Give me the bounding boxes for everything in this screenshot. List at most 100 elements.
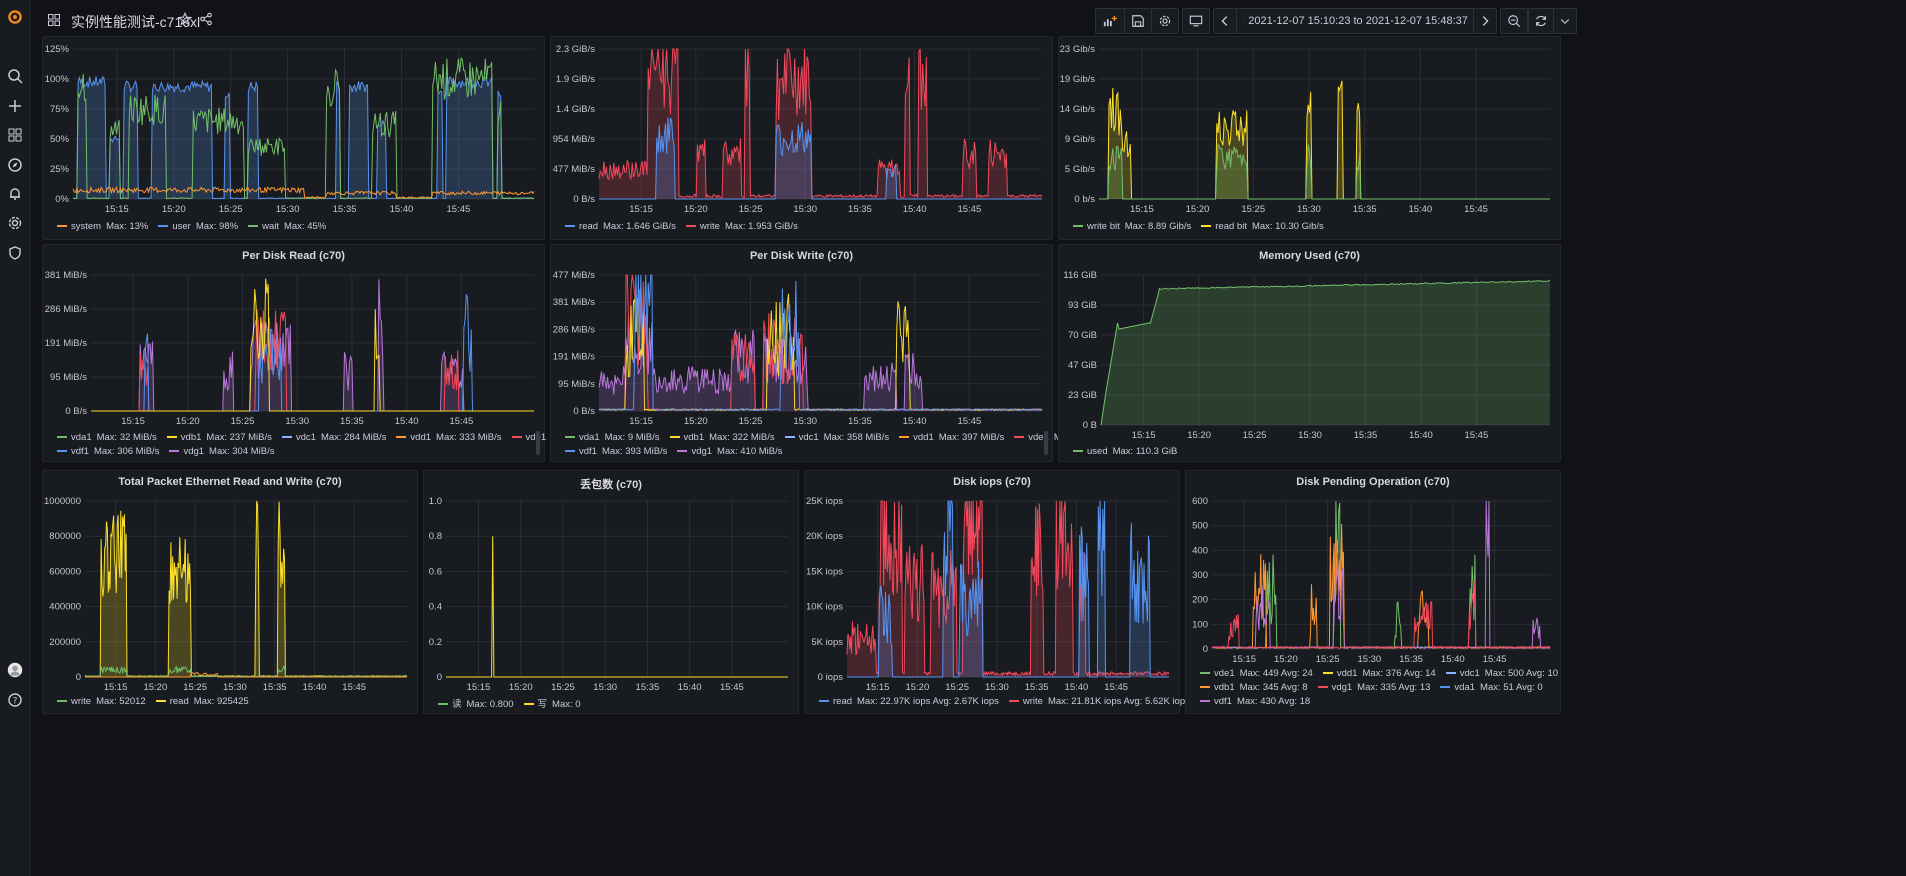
time-range-picker[interactable]: 2021-12-07 15:10:23 to 2021-12-07 15:48:… xyxy=(1236,8,1474,34)
legend-item-pending-5[interactable]: vda1 Max: 51 Avg: 0 xyxy=(1440,682,1543,693)
settings-gear-icon[interactable] xyxy=(5,213,25,233)
alerting-bell-icon[interactable] xyxy=(5,184,25,204)
legend-item-diskwrite-0[interactable]: vda1 Max: 9 MiB/s xyxy=(565,432,660,443)
refresh-button[interactable] xyxy=(1528,8,1554,34)
legend-item-diskwrite-2[interactable]: vdc1 Max: 358 MiB/s xyxy=(784,432,889,443)
x-tick-label: 15:15 xyxy=(467,682,491,693)
tv-mode-button[interactable] xyxy=(1182,8,1210,34)
save-dashboard-button[interactable] xyxy=(1124,8,1152,34)
graph-canvas[interactable]: 1.0 0.8 0.6 0.4 0.2 0 15:15 15:20 15:25 15:30 15:3… xyxy=(424,471,800,715)
plus-icon[interactable] xyxy=(5,96,25,116)
legend-item-diskwrite-3[interactable]: vdd1 Max: 397 MiB/s xyxy=(899,432,1004,443)
panel-diskread[interactable]: Per Disk Read (c70) 381 MiB/s 286 MiB/s 191… xyxy=(42,244,617,463)
panel-title[interactable]: Memory Used (c70) xyxy=(1259,250,1360,262)
legend-series-name: vdd1 xyxy=(410,432,432,443)
user-avatar-icon[interactable] xyxy=(5,660,25,680)
legend-item-diskread-1[interactable]: vdb1 Max: 237 MiB/s xyxy=(166,432,272,443)
explore-compass-icon[interactable] xyxy=(5,155,25,175)
panel-title[interactable]: Total Packet Ethernet Read and Write (c7… xyxy=(118,476,342,488)
refresh-interval-dropdown[interactable] xyxy=(1553,8,1577,34)
graph-canvas[interactable]: 381 MiB/s 286 MiB/s 191 MiB/s 95 MiB/s 0 B/s… xyxy=(43,245,546,463)
svg-text:?: ? xyxy=(13,697,18,707)
legend-item-pending-3[interactable]: vdb1 Max: 345 Avg: 8 xyxy=(1200,682,1308,693)
legend-item-diskread-5[interactable]: vdf1 Max: 306 MiB/s xyxy=(57,446,159,457)
panel-mem[interactable]: Memory Used (c70) 116 GiB 93 GiB 70 GiB 47 G… xyxy=(1058,244,1561,462)
graph-canvas[interactable]: 477 MiB/s 381 MiB/s 286 MiB/s 191 MiB/s 95 M… xyxy=(551,245,1054,463)
legend-item-diskwrite-6[interactable]: vdg1 Max: 410 MiB/s xyxy=(677,446,783,457)
x-tick-label: 15:30 xyxy=(985,682,1009,693)
refresh-chevron-down-icon xyxy=(1560,19,1570,25)
panel-bits[interactable]: 23 Gib/s 19 Gib/s 14 Gib/s 9 Gib/s 5 Gib/s 0 … xyxy=(1058,36,1561,240)
legend-scrollbar[interactable] xyxy=(1044,431,1048,455)
graph-canvas[interactable]: 1000000 800000 600000 400000 200000 0 15:15 15:… xyxy=(43,471,419,715)
add-panel-button[interactable] xyxy=(1095,8,1125,34)
legend-item-drop-0[interactable]: 读 Max: 0.800 xyxy=(438,696,514,710)
legend-series-name: vdg1 xyxy=(691,446,713,457)
graph-canvas[interactable]: 23 Gib/s 19 Gib/s 14 Gib/s 9 Gib/s 5 Gib/s 0 … xyxy=(1059,37,1562,241)
legend-scrollbar[interactable] xyxy=(536,431,540,455)
graph-canvas[interactable]: 600 500 400 300 200 100 0 15:15 15:20 15:25 15:30 1… xyxy=(1186,471,1562,715)
legend-series-stat: Max: 335 Avg: 13 xyxy=(1357,682,1431,693)
legend-item-pkt-0[interactable]: write Max: 52012 xyxy=(57,696,146,707)
panel-title[interactable]: Disk iops (c70) xyxy=(953,476,1031,488)
legend-item-diskwrite-1[interactable]: vdb1 Max: 322 MiB/s xyxy=(669,432,775,443)
panel-cpu[interactable]: 125% 100% 75% 50% 25% 0% 15:15 15:20 15:25 15:30 1… xyxy=(42,36,545,240)
legend-item-diskread-0[interactable]: vda1 Max: 32 MiB/s xyxy=(57,432,157,443)
dashboards-icon[interactable] xyxy=(5,125,25,145)
legend-item-mem-0[interactable]: used Max: 110.3 GiB xyxy=(1073,446,1177,457)
legend-item-drop-1[interactable]: 写 Max: 0 xyxy=(523,696,581,710)
legend-item-diskread-3[interactable]: vdd1 Max: 333 MiB/s xyxy=(396,432,502,443)
legend-item-pkt-1[interactable]: read Max: 925425 xyxy=(155,696,249,707)
legend-item-diskread-2[interactable]: vdc1 Max: 284 MiB/s xyxy=(281,432,386,443)
panel-title[interactable]: Per Disk Write (c70) xyxy=(749,250,854,262)
y-tick-label: 0.4 xyxy=(429,602,442,613)
graph-canvas[interactable]: 25K iops 20K iops 15K iops 10K iops 5K iops 0… xyxy=(805,471,1181,715)
panel-drop[interactable]: 丢包数 (c70) 1.0 0.8 0.6 0.4 0.2 0 15:15 15:20 15:25… xyxy=(423,470,799,714)
panel-title[interactable]: 丢包数 (c70) xyxy=(580,479,642,491)
panel-iops[interactable]: Disk iops (c70) 25K iops 20K iops 15K iops 1… xyxy=(804,470,1190,715)
shield-icon[interactable] xyxy=(5,243,25,263)
legend-item-bits-0[interactable]: write bit Max: 8.89 Gib/s xyxy=(1073,221,1191,232)
zoom-out-button[interactable] xyxy=(1500,8,1528,34)
panel-title[interactable]: Disk Pending Operation (c70) xyxy=(1296,476,1450,488)
series-3-line xyxy=(598,274,1043,411)
legend-item-diskwrite-5[interactable]: vdf1 Max: 393 MiB/s xyxy=(565,446,667,457)
legend-item-pending-6[interactable]: vdf1 Max: 430 Avg: 18 xyxy=(1200,696,1310,707)
legend-item-pending-0[interactable]: vde1 Max: 449 Avg: 24 xyxy=(1200,668,1313,679)
series-0-line xyxy=(598,48,1043,199)
legend-item-net-0[interactable]: read Max: 1.646 GiB/s xyxy=(565,221,676,232)
legend-item-cpu-0[interactable]: system Max: 13% xyxy=(57,221,148,232)
panel-pkt[interactable]: Total Packet Ethernet Read and Write (c7… xyxy=(42,470,418,714)
legend-item-pending-1[interactable]: vdd1 Max: 376 Avg: 14 xyxy=(1322,668,1436,679)
grafana-logo-icon[interactable] xyxy=(5,7,25,27)
graph-canvas[interactable]: 125% 100% 75% 50% 25% 0% 15:15 15:20 15:25 15:30 1… xyxy=(43,37,546,241)
legend-item-cpu-1[interactable]: user Max: 98% xyxy=(158,221,238,232)
legend-item-pending-4[interactable]: vdg1 Max: 335 Avg: 13 xyxy=(1317,682,1431,693)
legend-item-iops-0[interactable]: read Max: 22.97K iops Avg: 2.67K iops xyxy=(819,696,999,707)
x-tick-label: 15:35 xyxy=(636,682,660,693)
time-shift-forward-button[interactable] xyxy=(1473,8,1497,34)
search-icon[interactable] xyxy=(5,66,25,86)
panel-net[interactable]: 2.3 GiB/s 1.9 GiB/s 1.4 GiB/s 954 MiB/s 477 … xyxy=(550,36,1053,240)
star-icon[interactable] xyxy=(177,11,193,29)
legend-item-bits-1[interactable]: read bit Max: 10.30 Gib/s xyxy=(1201,221,1324,232)
zoom-out-icon xyxy=(1508,15,1521,28)
y-tick-label: 0 B/s xyxy=(65,406,87,417)
graph-canvas[interactable]: 2.3 GiB/s 1.9 GiB/s 1.4 GiB/s 954 MiB/s 477 … xyxy=(551,37,1054,241)
panel-pending[interactable]: Disk Pending Operation (c70) 600 500 400 300… xyxy=(1185,470,1561,714)
time-shift-back-button[interactable] xyxy=(1213,8,1237,34)
legend-item-net-1[interactable]: write Max: 1.953 GiB/s xyxy=(685,221,798,232)
dashboard-settings-button[interactable] xyxy=(1151,8,1179,34)
graph-canvas[interactable]: 116 GiB 93 GiB 70 GiB 47 GiB 23 GiB 0 B 15:15 1… xyxy=(1059,245,1562,463)
help-icon[interactable]: ? xyxy=(5,690,25,710)
legend-item-pending-2[interactable]: vdc1 Max: 500 Avg: 10 xyxy=(1445,668,1558,679)
legend-item-iops-1[interactable]: write Max: 21.81K iops Avg: 5.62K iops xyxy=(1008,696,1190,707)
panel-title[interactable]: Per Disk Read (c70) xyxy=(242,250,345,262)
y-tick-label: 9 Gib/s xyxy=(1065,134,1095,145)
dashboard-title[interactable]: 实例性能测试-c716xl xyxy=(71,14,201,30)
share-icon[interactable] xyxy=(199,12,213,29)
panel-diskwrite[interactable]: Per Disk Write (c70) 477 MiB/s 381 MiB/s 28… xyxy=(550,244,1119,463)
legend-series-stat: Max: 8.89 Gib/s xyxy=(1124,221,1192,232)
legend-item-diskread-6[interactable]: vdg1 Max: 304 MiB/s xyxy=(169,446,275,457)
legend-item-cpu-2[interactable]: wait Max: 45% xyxy=(248,221,326,232)
